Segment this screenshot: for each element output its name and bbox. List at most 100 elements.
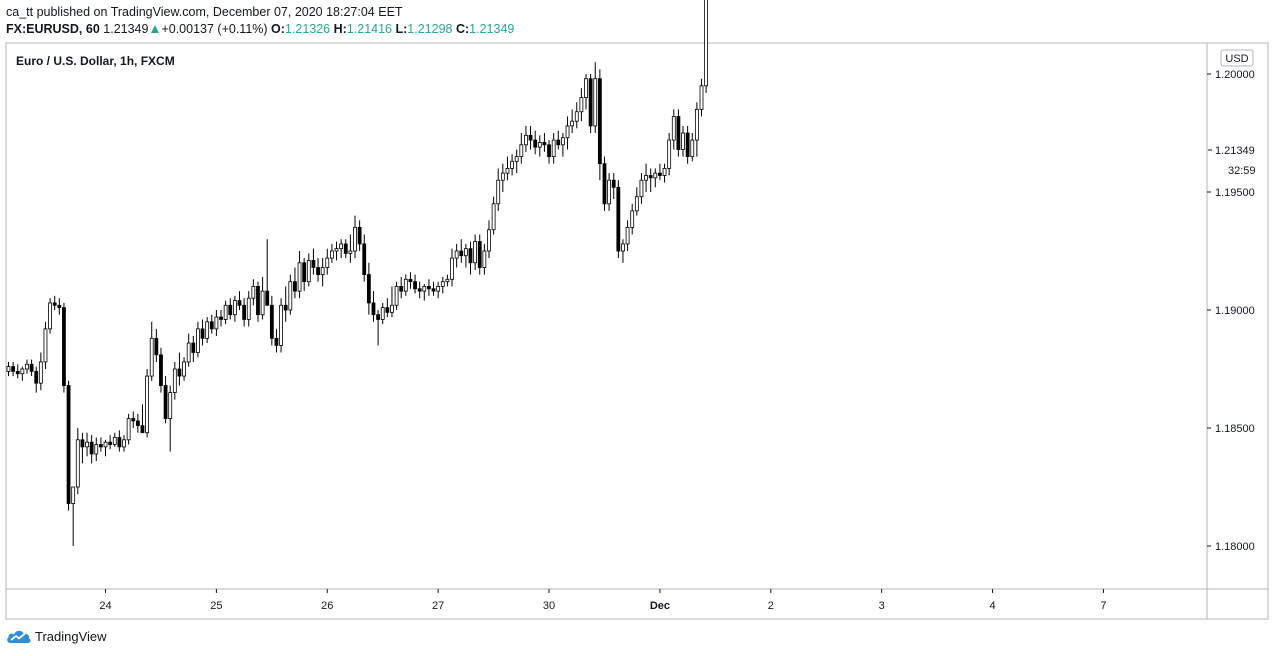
price-tag-box	[1208, 141, 1267, 182]
candle	[625, 220, 630, 251]
candle	[306, 253, 311, 287]
price-tick-label: 1.18000	[1215, 541, 1255, 553]
candle	[186, 333, 191, 367]
candle	[62, 302, 66, 393]
candle-body-down	[29, 363, 34, 372]
publish-info: ca_tt published on TradingView.com, Dece…	[6, 5, 403, 19]
candle	[496, 168, 501, 211]
tradingview-logo[interactable]: TradingView	[6, 628, 107, 644]
candle	[463, 243, 468, 268]
price-axis: 1.18000 1.18500 1.19000 1.19500 1.20000	[1207, 69, 1255, 553]
candle-body-up	[584, 78, 588, 99]
candle-body-up	[625, 226, 630, 245]
candles-layer	[6, 0, 709, 546]
candle	[528, 125, 533, 150]
candle-body-up	[334, 248, 339, 252]
candle	[547, 140, 551, 164]
candle	[593, 62, 598, 133]
candle-body-down	[177, 368, 182, 377]
time-tick-label: 3	[879, 600, 885, 612]
candle	[477, 234, 482, 275]
candle	[274, 328, 279, 353]
candle-body-down	[89, 441, 94, 455]
candle	[413, 274, 417, 294]
candle	[168, 385, 173, 452]
candle	[256, 281, 260, 322]
candle	[570, 109, 575, 133]
candle-body-up	[75, 439, 80, 488]
candle	[436, 281, 441, 299]
candle-body-up	[43, 328, 48, 363]
currency-label: USD	[1225, 53, 1248, 65]
candle	[237, 291, 242, 310]
candle-body-down	[427, 285, 431, 290]
low-value: 1.21298	[407, 22, 453, 36]
candle-body-up	[279, 304, 283, 346]
candle	[556, 130, 561, 150]
candle-body-up	[514, 156, 519, 162]
candle	[232, 295, 237, 322]
low-label: L:	[395, 22, 408, 36]
time-tick-label: 25	[210, 600, 222, 612]
candle	[565, 116, 570, 150]
candle	[279, 298, 283, 353]
candle-body-down	[357, 226, 362, 245]
candle	[25, 359, 29, 374]
candle-body-down	[431, 288, 436, 292]
candle-body-up	[25, 363, 29, 370]
price-tick-label: 1.19000	[1215, 305, 1255, 317]
candle-body-up	[482, 250, 487, 268]
candle-body-up	[473, 241, 478, 264]
candle	[584, 74, 588, 110]
close-value: 1.21349	[469, 22, 515, 36]
candle-body-up	[607, 179, 611, 205]
candle	[209, 314, 214, 334]
candle	[667, 133, 672, 176]
candle-body-down	[343, 243, 348, 254]
candle-body-down	[163, 385, 168, 419]
candle-body-down	[413, 281, 417, 290]
candle-body-down	[399, 285, 404, 292]
last-price-tag: 1.21349 32:59	[1208, 141, 1267, 182]
candle	[219, 310, 223, 327]
candle	[29, 359, 34, 377]
candle-body-up	[496, 179, 501, 205]
candle-body-down	[528, 134, 533, 141]
open-label: O:	[271, 22, 285, 36]
candle	[6, 361, 11, 377]
candle	[329, 243, 334, 263]
candle	[450, 248, 454, 287]
candle	[621, 239, 625, 263]
candle-body-down	[597, 78, 602, 165]
candle	[510, 154, 514, 176]
candle-body-down	[274, 337, 279, 346]
candle	[269, 295, 274, 346]
candle	[228, 298, 233, 320]
time-tick-label: 7	[1100, 600, 1106, 612]
candle-body-up	[681, 132, 685, 150]
candle	[172, 361, 177, 400]
candle-body-down	[57, 304, 62, 309]
open-value: 1.21326	[284, 22, 331, 36]
candle	[265, 239, 270, 306]
candle	[20, 366, 25, 381]
candle	[316, 258, 320, 282]
candle	[94, 437, 99, 462]
candle	[348, 234, 353, 263]
candle	[89, 435, 94, 464]
candle-body-down	[237, 300, 242, 306]
candle-body-up	[505, 167, 510, 174]
candle	[690, 133, 695, 162]
price-tick-label: 1.20000	[1215, 69, 1255, 81]
candle	[394, 281, 399, 310]
currency-button[interactable]: USD	[1220, 49, 1254, 67]
candle	[574, 102, 579, 129]
candle	[75, 428, 80, 495]
last-price: 1.21349	[103, 22, 149, 36]
candle-body-up	[260, 290, 265, 316]
high-value: 1.21416	[346, 22, 392, 36]
candle	[145, 369, 150, 438]
candle	[561, 133, 565, 157]
candle-body-up	[214, 316, 219, 330]
